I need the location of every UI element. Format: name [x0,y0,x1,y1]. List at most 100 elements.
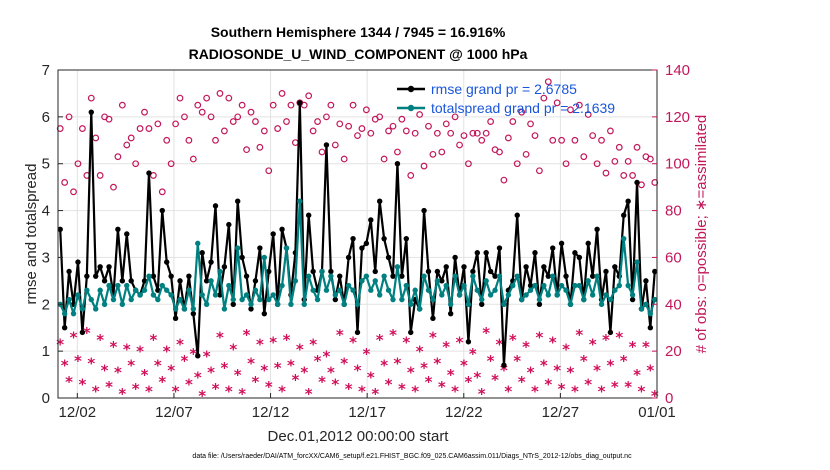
obs-assimilated-point: * [83,324,91,342]
obs-assimilated-point: * [238,385,246,403]
totalspread-point [594,273,600,279]
totalspread-point [376,292,383,298]
rmse-point [115,226,121,233]
totalspread-point [563,287,569,293]
obs-possible-point [411,129,419,137]
obs-possible-point [181,113,188,121]
obs-assimilated-point: * [105,378,113,396]
totalspread-point [248,301,254,307]
obs-assimilated-point: * [278,382,286,400]
rmse-point [652,268,658,275]
rmse-point [243,273,250,279]
obs-assimilated-point: * [429,329,437,347]
totalspread-point [137,292,143,298]
rmse-point [372,268,378,275]
obs-possible-point [300,101,308,109]
obs-possible-point [185,136,193,144]
obs-assimilated-point: * [269,333,277,351]
plot-frame [57,69,658,399]
obs-assimilated-point: * [562,340,570,358]
obs-assimilated-point: * [411,382,419,400]
obs-assimilated-point: * [145,382,153,400]
rmse-point [203,278,210,284]
totalspread-point [621,235,627,242]
rmse-point [266,268,272,275]
totalspread-point [505,292,512,298]
rmse-point [376,198,383,204]
obs-possible-point [420,162,428,170]
totalspread-point [585,278,591,284]
obs-assimilated-point: * [611,378,619,396]
totalspread-point [470,273,476,279]
obs-possible-point [518,108,526,116]
obs-possible-point [283,118,290,125]
totalspread-point [203,301,210,307]
rmse-point [479,301,485,307]
totalspread-point [199,292,205,298]
obs-assimilated-point: * [407,364,415,382]
obs-possible-point [487,118,495,125]
totalspread-point [164,287,170,293]
obs-assimilated-point: * [584,375,592,393]
obs-assimilated-point: * [522,338,530,356]
obs-assimilated-point: * [136,343,144,361]
obs-assimilated-point: * [442,338,450,356]
right-tick-label: 40 [665,296,682,313]
rmse-point [212,203,219,209]
rmse-point [465,339,472,345]
rmse-point [585,240,591,247]
totalspread-point [616,282,622,289]
obs-possible-point [429,150,437,158]
rmse-point [523,264,529,270]
obs-possible-point [265,167,273,175]
totalspread-point [567,301,574,307]
totalspread-point [603,292,609,298]
rmse-point [385,254,392,261]
obs-assimilated-point: * [567,364,575,382]
totalspread-point [115,282,121,289]
totalspread-point [239,296,245,303]
obs-assimilated-point: * [198,387,206,405]
obs-possible-point [362,106,370,114]
obs-possible-point [598,136,605,144]
obs-possible-point [114,153,122,161]
obs-assimilated-point: * [340,354,348,372]
obs-possible-point [394,148,401,156]
obs-assimilated-point: * [318,373,326,391]
totalspread-point [558,282,565,289]
obs-assimilated-point: * [132,380,140,398]
rmse-point [84,273,90,279]
totalspread-point [399,296,405,303]
totalspread-point [181,306,188,312]
obs-assimilated-point: * [638,382,646,400]
obs-assimilated-point: * [531,382,539,400]
totalspread-point [212,292,219,298]
legend-spread-marker [407,104,415,112]
totalspread-point [479,296,485,303]
obs-assimilated-point: * [300,364,308,382]
rmse-point [439,278,445,284]
rmse-point [594,226,600,233]
chart-title-line2: RADIOSONDE_U_WIND_COMPONENT @ 1000 hPa [189,46,528,62]
obs-assimilated-point: * [78,375,86,393]
totalspread-point [572,282,578,289]
obs-assimilated-point: * [70,329,78,347]
obs-possible-point [602,169,610,177]
legend: rmse grand pr = 2.6785 totalspread grand… [397,81,615,116]
obs-possible-point [314,118,321,125]
obs-possible-point [149,172,157,179]
rmse-point [421,207,427,214]
obs-possible-point [252,118,259,125]
totalspread-point [328,273,334,279]
rmse-point [217,292,223,298]
rmse-point [483,250,489,256]
obs-possible-point [345,122,353,130]
obs-possible-point [500,176,508,184]
totalspread-point [106,282,112,289]
obs-assimilated-point: * [425,373,433,391]
rmse-point [612,264,618,270]
totalspread-point [430,296,436,303]
totalspread-point [421,273,427,279]
obs-possible-point [624,157,632,165]
left-tick-label: 4 [42,203,50,220]
